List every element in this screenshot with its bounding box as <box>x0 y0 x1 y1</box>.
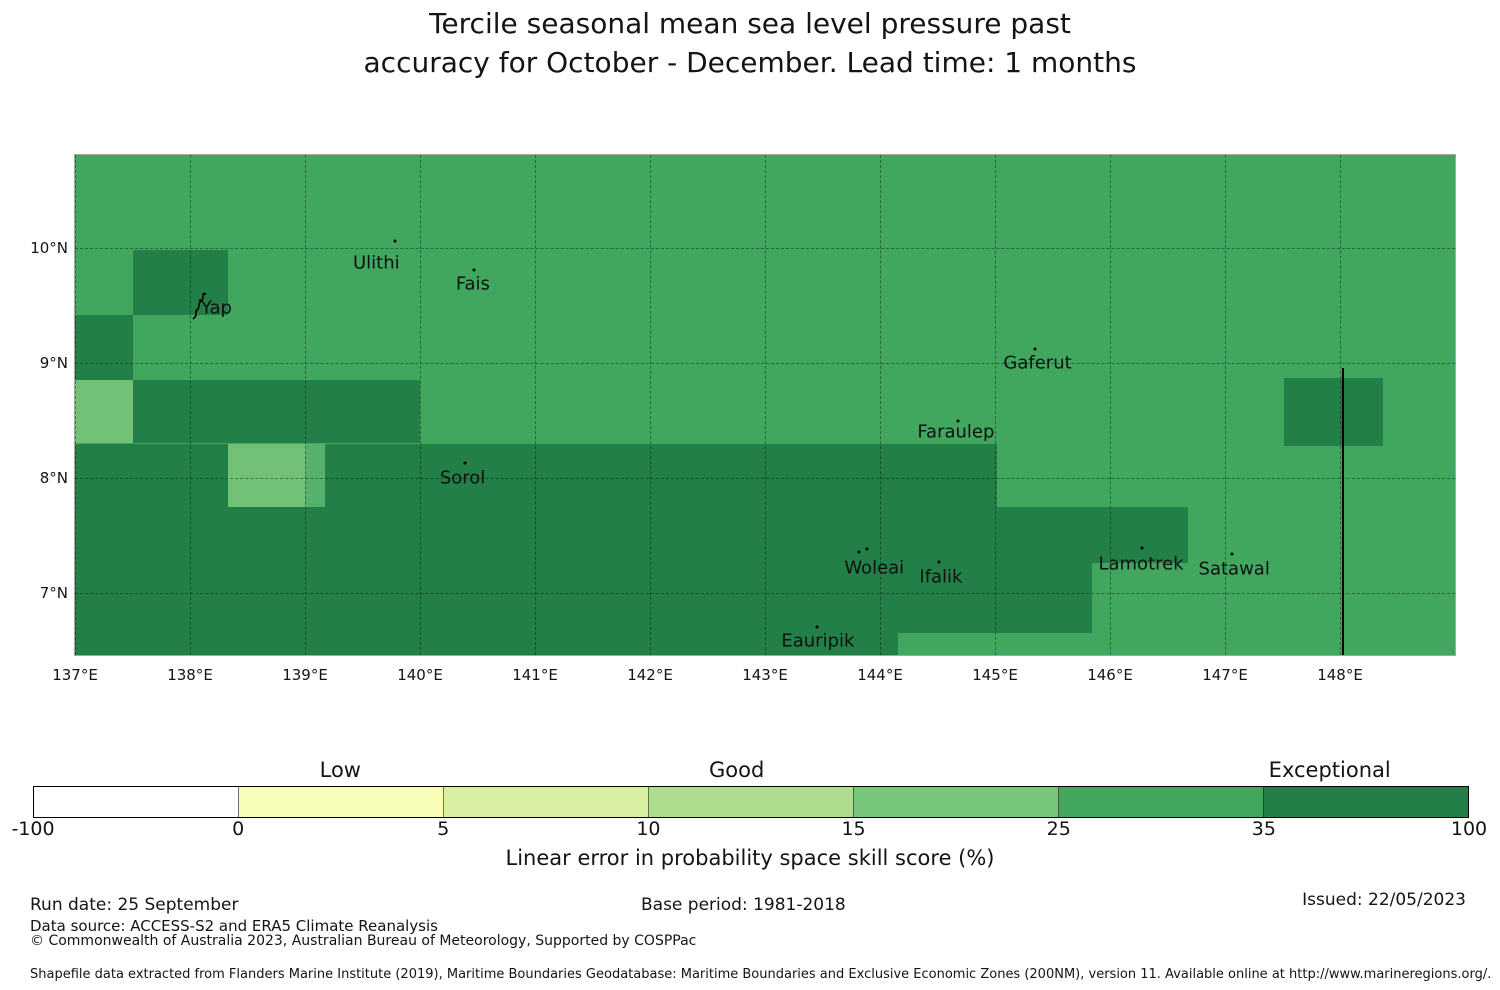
grid-line-vertical <box>420 155 421 655</box>
grid-line-vertical <box>880 155 881 655</box>
x-tick-label: 143°E <box>742 666 788 684</box>
colorbar-segment <box>1264 787 1468 817</box>
colorbar-tick-label: 5 <box>437 818 450 840</box>
y-tick-label: 8°N <box>39 468 68 487</box>
y-tick-label: 9°N <box>39 354 68 373</box>
colorbar-tick-label: 15 <box>841 818 866 840</box>
colorbar-segment <box>444 787 649 817</box>
yap-island-outline-icon <box>188 291 214 325</box>
x-tick-label: 141°E <box>512 666 558 684</box>
grid-line-horizontal <box>75 592 1455 594</box>
island-label-ifalik: Ifalik <box>919 566 963 588</box>
map-plot-area: Ulithi Fais Yap Gaferut Faraulep Sorol Woleai I… <box>74 154 1456 656</box>
colorbar-segment <box>239 787 444 817</box>
map-cell-skill-15-25 <box>227 443 305 507</box>
island-label-ulithi: Ulithi <box>352 252 400 274</box>
x-tick-label: 148°E <box>1317 666 1363 684</box>
island-label-satawal: Satawal <box>1198 558 1270 580</box>
colorbar-segment <box>34 787 239 817</box>
island-dot <box>1140 546 1144 550</box>
island-dot <box>815 625 819 629</box>
colorbar-segment <box>649 787 854 817</box>
map-cell-skill-35-100 <box>75 633 899 655</box>
island-dot <box>1033 347 1037 351</box>
y-tick-label: 7°N <box>39 583 68 602</box>
grid-line-vertical <box>75 155 76 655</box>
colorbar-category-label: Low <box>319 758 361 782</box>
map-cell-skill-35-100 <box>1283 377 1383 446</box>
data-source-text: Data source: ACCESS-S2 and ERA5 Climate … <box>30 917 438 935</box>
chart-title: Tercile seasonal mean sea level pressure… <box>0 4 1500 82</box>
grid-line-vertical <box>650 155 651 655</box>
grid-line-vertical <box>535 155 536 655</box>
copyright-text: © Commonwealth of Australia 2023, Austra… <box>30 933 697 949</box>
x-tick-label: 147°E <box>1202 666 1248 684</box>
x-tick-label: 146°E <box>1087 666 1133 684</box>
colorbar-tick-label: 10 <box>636 818 661 840</box>
map-cell-skill-35-100 <box>132 250 228 315</box>
island-label-sorol: Sorol <box>439 467 486 489</box>
grid-line-horizontal <box>75 248 1455 250</box>
island-dot <box>865 547 869 551</box>
grid-line-horizontal <box>75 477 1455 479</box>
map-cell-skill-25-35 <box>305 443 325 507</box>
x-tick-label: 138°E <box>167 666 213 684</box>
island-label-gaferut: Gaferut <box>1003 352 1072 374</box>
x-tick-label: 140°E <box>397 666 443 684</box>
colorbar-category-label: Good <box>708 758 765 782</box>
grid-line-horizontal <box>75 363 1455 365</box>
colorbar-tick-label: 25 <box>1046 818 1071 840</box>
colorbar-tick-label: 100 <box>1450 818 1488 840</box>
map-cell-skill-35-100 <box>75 506 1189 564</box>
eez-boundary-line <box>1342 367 1345 655</box>
island-dot <box>937 560 941 564</box>
x-tick-label: 137°E <box>52 666 98 684</box>
colorbar-category-label: Exceptional <box>1268 758 1391 782</box>
island-dot <box>956 419 960 423</box>
island-label-yap: Yap <box>200 297 232 319</box>
map-cell-skill-15-25 <box>75 380 133 444</box>
grid-line-vertical <box>995 155 996 655</box>
island-dot <box>393 239 397 243</box>
grid-line-vertical <box>305 155 306 655</box>
island-label-woleai: Woleai <box>844 557 905 579</box>
colorbar-tick-label: 0 <box>232 818 245 840</box>
map-cell-skill-35-100 <box>75 314 133 381</box>
x-tick-label: 145°E <box>972 666 1018 684</box>
chart-title-line1: Tercile seasonal mean sea level pressure… <box>429 7 1071 40</box>
island-label-eauripik: Eauripik <box>781 630 855 652</box>
colorbar-tick-label: -100 <box>11 818 55 840</box>
island-label-fais: Fais <box>455 273 490 295</box>
colorbar-segment <box>1059 787 1264 817</box>
colorbar-tick-label: 35 <box>1251 818 1276 840</box>
map-cell-skill-35-100 <box>132 380 420 444</box>
island-dot <box>463 461 467 465</box>
map-cell-skill-35-100 <box>75 563 1092 634</box>
grid-line-vertical <box>765 155 766 655</box>
grid-line-vertical <box>190 155 191 655</box>
run-date-text: Run date: 25 September <box>30 895 239 915</box>
x-tick-label: 142°E <box>627 666 673 684</box>
island-label-faraulep: Faraulep <box>917 421 995 443</box>
grid-line-vertical <box>1225 155 1226 655</box>
island-dot <box>857 550 861 554</box>
island-dot <box>1230 552 1234 556</box>
base-period-text: Base period: 1981-2018 <box>641 895 846 915</box>
y-tick-label: 10°N <box>30 239 68 258</box>
colorbar-segment <box>854 787 1059 817</box>
x-tick-label: 144°E <box>857 666 903 684</box>
island-label-lamotrek: Lamotrek <box>1098 553 1184 575</box>
x-tick-label: 139°E <box>282 666 328 684</box>
colorbar-caption: Linear error in probability space skill … <box>505 846 995 870</box>
chart-title-line2: accuracy for October - December. Lead ti… <box>363 46 1137 79</box>
grid-line-vertical <box>1110 155 1111 655</box>
grid-line-vertical <box>1340 155 1341 655</box>
issued-date-text: Issued: 22/05/2023 <box>1302 890 1466 910</box>
colorbar <box>33 786 1469 818</box>
shapefile-note-text: Shapefile data extracted from Flanders M… <box>30 967 1492 982</box>
island-dot <box>472 268 476 272</box>
map-cell-skill-35-100 <box>75 443 998 507</box>
